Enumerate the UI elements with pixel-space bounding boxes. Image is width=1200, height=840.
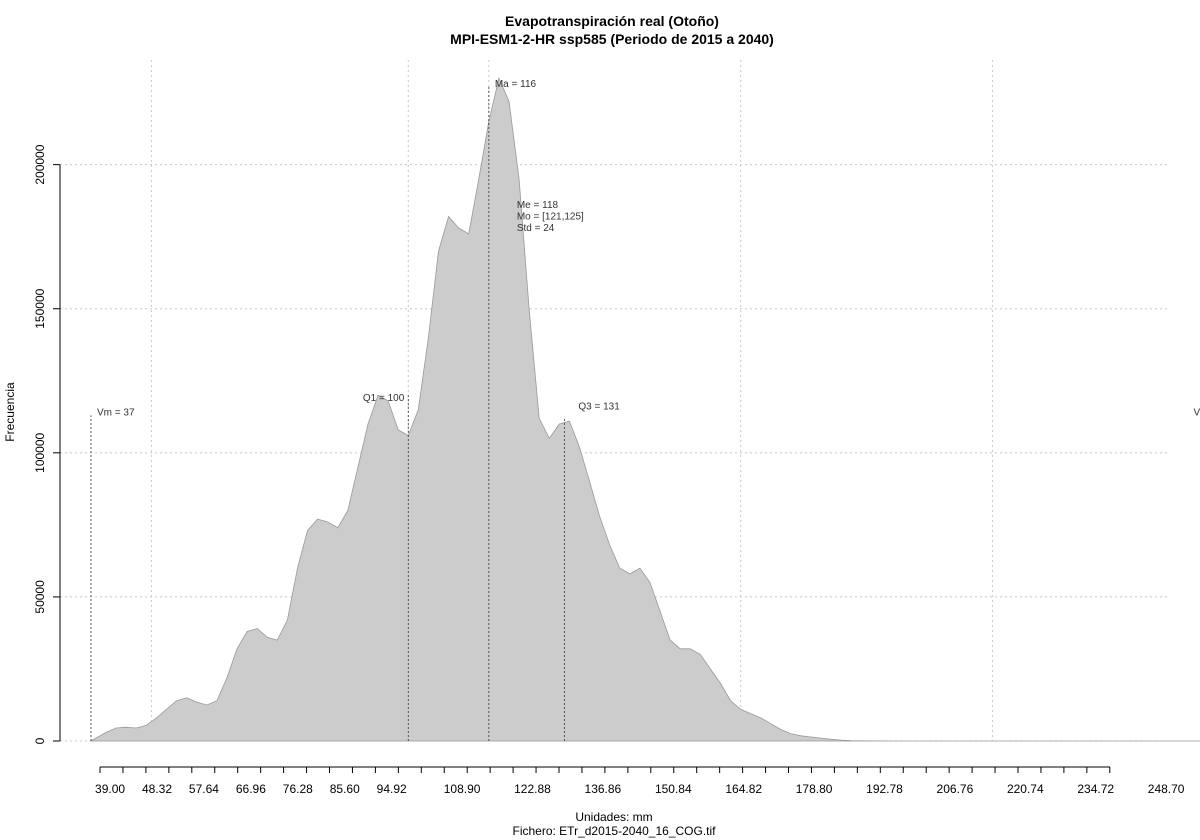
annotation-label: Q3 = 131 xyxy=(578,402,620,413)
x-tick-label: 48.32 xyxy=(142,782,172,796)
x-tick-label: 248.70 xyxy=(1148,782,1185,796)
caption: Fichero: ETr_d2015-2040_16_COG.tif xyxy=(513,824,717,838)
annotation-label: Q1 = 100 xyxy=(363,393,405,404)
y-axis: 0 50000 100000 150000 200000 xyxy=(33,144,61,744)
y-tick-label: 0 xyxy=(33,737,47,744)
area-layer xyxy=(89,76,1200,742)
x-tick-label: 178.80 xyxy=(796,782,833,796)
x-tick-label: 94.92 xyxy=(377,782,407,796)
x-tick-label: 57.64 xyxy=(189,782,219,796)
chart-title: Evapotranspiración real (Otoño) xyxy=(505,13,719,29)
x-tick-label: 164.82 xyxy=(725,782,762,796)
y-axis-label: Frecuencia xyxy=(3,382,17,442)
annotation-label: Me = 118 xyxy=(517,200,559,211)
y-tick-label: 50000 xyxy=(33,580,47,614)
markers xyxy=(90,86,565,741)
y-tick-label: 200000 xyxy=(33,144,47,184)
y-tick-label: 100000 xyxy=(33,432,47,472)
y-tick-label: 150000 xyxy=(33,288,47,328)
chart-subtitle: MPI-ESM1-2-HR ssp585 (Periodo de 2015 a … xyxy=(450,31,774,47)
x-tick-label: 85.60 xyxy=(330,782,360,796)
x-tick-label: 192.78 xyxy=(866,782,903,796)
x-tick-label: 76.28 xyxy=(283,782,313,796)
x-tick-label: 206.76 xyxy=(937,782,974,796)
x-tick-label: 220.74 xyxy=(1007,782,1044,796)
x-tick-label: 39.00 xyxy=(95,782,125,796)
x-tick-label: 136.86 xyxy=(585,782,622,796)
x-axis-label: Unidades: mm xyxy=(575,810,652,824)
x-tick-label: 122.88 xyxy=(514,782,551,796)
annotation-label: Ma = 116 xyxy=(495,79,537,90)
density-area xyxy=(89,76,1200,742)
x-axis: 39.00 48.32 57.64 66.96 76.28 85.60 94.92 108.9… xyxy=(95,766,1185,796)
annotation-label: Mo = [121,125] xyxy=(517,211,584,222)
annotation-label: Vm = 37 xyxy=(97,407,135,418)
x-tick-label: 66.96 xyxy=(236,782,266,796)
annotation-label: Std = 24 xyxy=(517,223,555,234)
x-tick-label: 108.90 xyxy=(444,782,481,796)
x-tick-label: 150.84 xyxy=(655,782,692,796)
annotation-label: Vx = 265 xyxy=(1193,407,1200,418)
x-tick-label: 234.72 xyxy=(1077,782,1114,796)
